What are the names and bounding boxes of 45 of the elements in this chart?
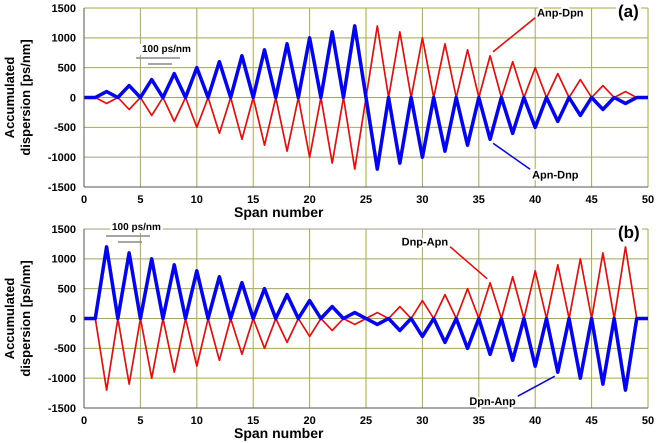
y-tick-label: -500 bbox=[54, 343, 76, 356]
x-tick-label: 5 bbox=[137, 194, 144, 206]
x-axis-title: Span number bbox=[234, 425, 324, 441]
y-tick-label: 1000 bbox=[52, 254, 76, 266]
x-tick-label: 20 bbox=[303, 414, 316, 427]
x-tick-label: 0 bbox=[80, 414, 88, 427]
x-axis-title: Span number bbox=[234, 204, 324, 220]
x-tick-label: 15 bbox=[247, 414, 260, 427]
x-tick-label: 25 bbox=[360, 414, 372, 427]
x-tick-label: 10 bbox=[190, 194, 203, 206]
x-tick-label: 20 bbox=[303, 194, 316, 206]
y-tick-label: -1000 bbox=[48, 373, 76, 386]
x-tick-label: 30 bbox=[416, 414, 429, 427]
x-tick-label: 40 bbox=[529, 414, 542, 427]
y-tick-label: 1000 bbox=[52, 32, 76, 45]
y-tick-label: 0 bbox=[70, 313, 76, 326]
annotation: (a) bbox=[616, 2, 641, 22]
y-tick-label: -500 bbox=[54, 122, 76, 134]
y-tick-label: 1500 bbox=[52, 2, 76, 15]
annotation: 100 ps/nm bbox=[140, 44, 193, 55]
y-tick-label: 500 bbox=[58, 62, 76, 75]
y-axis-title: Accumulated dispersion [ps/nm] bbox=[2, 39, 33, 156]
x-tick-label: 5 bbox=[137, 414, 144, 427]
x-tick-label: 0 bbox=[80, 194, 88, 206]
x-tick-label: 50 bbox=[642, 414, 654, 427]
y-tick-label: 1500 bbox=[52, 224, 76, 236]
x-tick-label: 10 bbox=[190, 414, 203, 427]
y-tick-label: 500 bbox=[58, 284, 76, 296]
x-tick-label: 25 bbox=[360, 194, 372, 206]
x-tick-label: 45 bbox=[585, 194, 598, 206]
y-tick-label: -1500 bbox=[48, 182, 76, 194]
annotation: (b) bbox=[616, 223, 642, 243]
x-tick-label: 45 bbox=[585, 414, 598, 427]
text: Anp-Dpn bbox=[537, 8, 584, 20]
x-tick-label: 30 bbox=[416, 194, 429, 206]
y-tick-label: -1000 bbox=[48, 152, 76, 164]
x-tick-label: 35 bbox=[472, 194, 485, 206]
annotation: 100 ps/nm bbox=[110, 222, 163, 233]
x-tick-label: 50 bbox=[642, 194, 654, 206]
y-tick-label: 0 bbox=[70, 92, 76, 104]
x-tick-label: 15 bbox=[247, 194, 260, 206]
y-axis-title: Accumulated dispersion [ps/nm] bbox=[2, 260, 33, 377]
x-tick-label: 40 bbox=[529, 194, 542, 206]
x-tick-label: 35 bbox=[472, 414, 485, 427]
y-tick-label: -1500 bbox=[48, 402, 76, 415]
